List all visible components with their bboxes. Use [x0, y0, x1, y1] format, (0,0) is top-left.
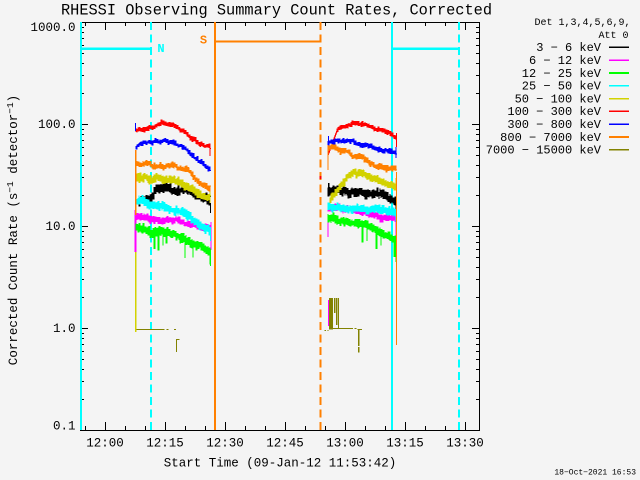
- svg-text:12:00: 12:00: [86, 437, 124, 451]
- svg-text:800 − 7000 keV: 800 − 7000 keV: [500, 131, 602, 145]
- svg-text:RHESSI Observing Summary Count: RHESSI Observing Summary Count Rates, Co…: [61, 2, 492, 20]
- svg-text:100.0: 100.0: [38, 118, 76, 132]
- svg-text:13:00: 13:00: [326, 437, 364, 451]
- svg-text:25 − 50 keV: 25 − 50 keV: [522, 80, 602, 94]
- svg-text:300 − 800 keV: 300 − 800 keV: [507, 118, 601, 132]
- svg-text:0.1: 0.1: [53, 419, 76, 433]
- svg-text:Det 1,3,4,5,6,9,: Det 1,3,4,5,6,9,: [534, 18, 630, 29]
- svg-text:Corrected Count Rate (s−1 dete: Corrected Count Rate (s−1 detector−1): [5, 95, 21, 365]
- svg-text:13:30: 13:30: [446, 437, 484, 451]
- svg-text:N: N: [157, 42, 164, 56]
- svg-text:Start Time (09-Jan-12 11:53:42: Start Time (09-Jan-12 11:53:42): [164, 457, 397, 471]
- svg-text:3 − 6 keV: 3 − 6 keV: [536, 41, 602, 55]
- svg-text:Att 0: Att 0: [598, 31, 628, 42]
- svg-text:13:15: 13:15: [386, 437, 424, 451]
- svg-text:100 − 300 keV: 100 − 300 keV: [507, 105, 601, 119]
- svg-text:10.0: 10.0: [45, 220, 75, 234]
- svg-text:1.0: 1.0: [53, 322, 76, 336]
- svg-text:12:15: 12:15: [146, 437, 184, 451]
- svg-text:1000.0: 1000.0: [30, 21, 75, 35]
- svg-text:7000 − 15000 keV: 7000 − 15000 keV: [486, 144, 602, 158]
- svg-text:18−Oct−2021 16:53: 18−Oct−2021 16:53: [554, 469, 636, 478]
- svg-text:12 − 25 keV: 12 − 25 keV: [522, 67, 602, 81]
- svg-text:50 − 100 keV: 50 − 100 keV: [515, 92, 602, 106]
- svg-text:12:45: 12:45: [266, 437, 304, 451]
- svg-text:6 − 12 keV: 6 − 12 keV: [529, 54, 602, 68]
- svg-text:12:30: 12:30: [206, 437, 244, 451]
- svg-text:S: S: [200, 34, 207, 48]
